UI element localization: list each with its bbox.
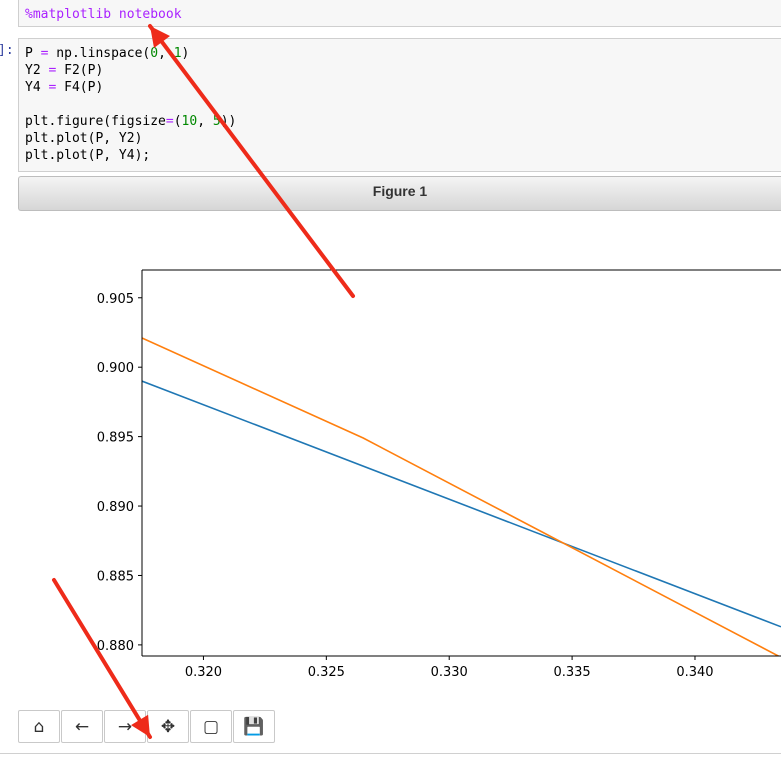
y-tick-label: 0.880 xyxy=(97,639,134,654)
code-token: plt.plot(P, Y2) xyxy=(25,131,143,146)
forward-arrow-icon: → xyxy=(117,716,133,737)
x-tick-label: 0.340 xyxy=(676,665,713,680)
back-arrow-icon: ← xyxy=(74,716,90,737)
y-tick-label: 0.900 xyxy=(97,361,134,376)
code-line: Y4 = F4(P) xyxy=(25,79,781,96)
code-token: plt.figure(figsize xyxy=(25,114,166,129)
y-tick-label: 0.905 xyxy=(97,292,134,307)
forward-arrow-button[interactable]: → xyxy=(104,710,146,743)
code-line: Y2 = F2(P) xyxy=(25,62,781,79)
code-token: = xyxy=(48,63,57,78)
cell-prompt: ]: xyxy=(0,43,14,58)
zoom-rect-icon: ▢ xyxy=(202,716,220,737)
cell-divider xyxy=(0,753,781,754)
code-cell[interactable]: P = np.linspace(0, 1) Y2 = F2(P) Y4 = F4(P… xyxy=(18,38,781,172)
y-tick-label: 0.885 xyxy=(97,569,134,584)
code-token: P xyxy=(25,46,41,61)
figure-title: Figure 1 xyxy=(372,183,428,199)
series-line xyxy=(142,337,781,656)
code-line: plt.plot(P, Y2) xyxy=(25,130,781,147)
magic-code-line: %matplotlib notebook xyxy=(19,0,781,23)
x-tick-label: 0.320 xyxy=(185,665,222,680)
move-pan-button[interactable]: ✥ xyxy=(147,710,189,743)
code-token: = xyxy=(48,80,57,95)
magic-command: %matplotlib notebook xyxy=(25,7,182,22)
code-line: plt.plot(P, Y4); xyxy=(25,147,781,164)
x-tick-label: 0.335 xyxy=(553,665,590,680)
x-tick-label: 0.330 xyxy=(431,665,468,680)
home-icon: ⌂ xyxy=(33,716,45,737)
code-editor[interactable]: P = np.linspace(0, 1) Y2 = F2(P) Y4 = F4(P… xyxy=(19,39,781,164)
figure-toolbar: ⌂ ← → ✥ ▢ 💾 xyxy=(18,710,276,743)
code-token: = xyxy=(40,46,49,61)
code-token: plt.plot(P, Y4); xyxy=(25,148,151,163)
code-token: F4(P) xyxy=(56,80,104,95)
home-button[interactable]: ⌂ xyxy=(18,710,60,743)
series-line xyxy=(142,380,781,628)
move-pan-icon: ✥ xyxy=(160,716,176,737)
code-token: F2(P) xyxy=(56,63,104,78)
code-token: np.linspace( xyxy=(48,46,151,61)
zoom-rect-button[interactable]: ▢ xyxy=(190,710,232,743)
magic-cell[interactable]: %matplotlib notebook xyxy=(18,0,781,27)
code-token: Y4 xyxy=(25,80,49,95)
x-tick-label: 0.325 xyxy=(308,665,345,680)
save-icon: 💾 xyxy=(243,716,265,737)
y-tick-label: 0.890 xyxy=(97,500,134,515)
save-button[interactable]: 💾 xyxy=(233,710,275,743)
y-tick-label: 0.895 xyxy=(97,431,134,446)
back-arrow-button[interactable]: ← xyxy=(61,710,103,743)
code-token: Y2 xyxy=(25,63,49,78)
figure-titlebar[interactable]: Figure 1 xyxy=(18,176,781,211)
